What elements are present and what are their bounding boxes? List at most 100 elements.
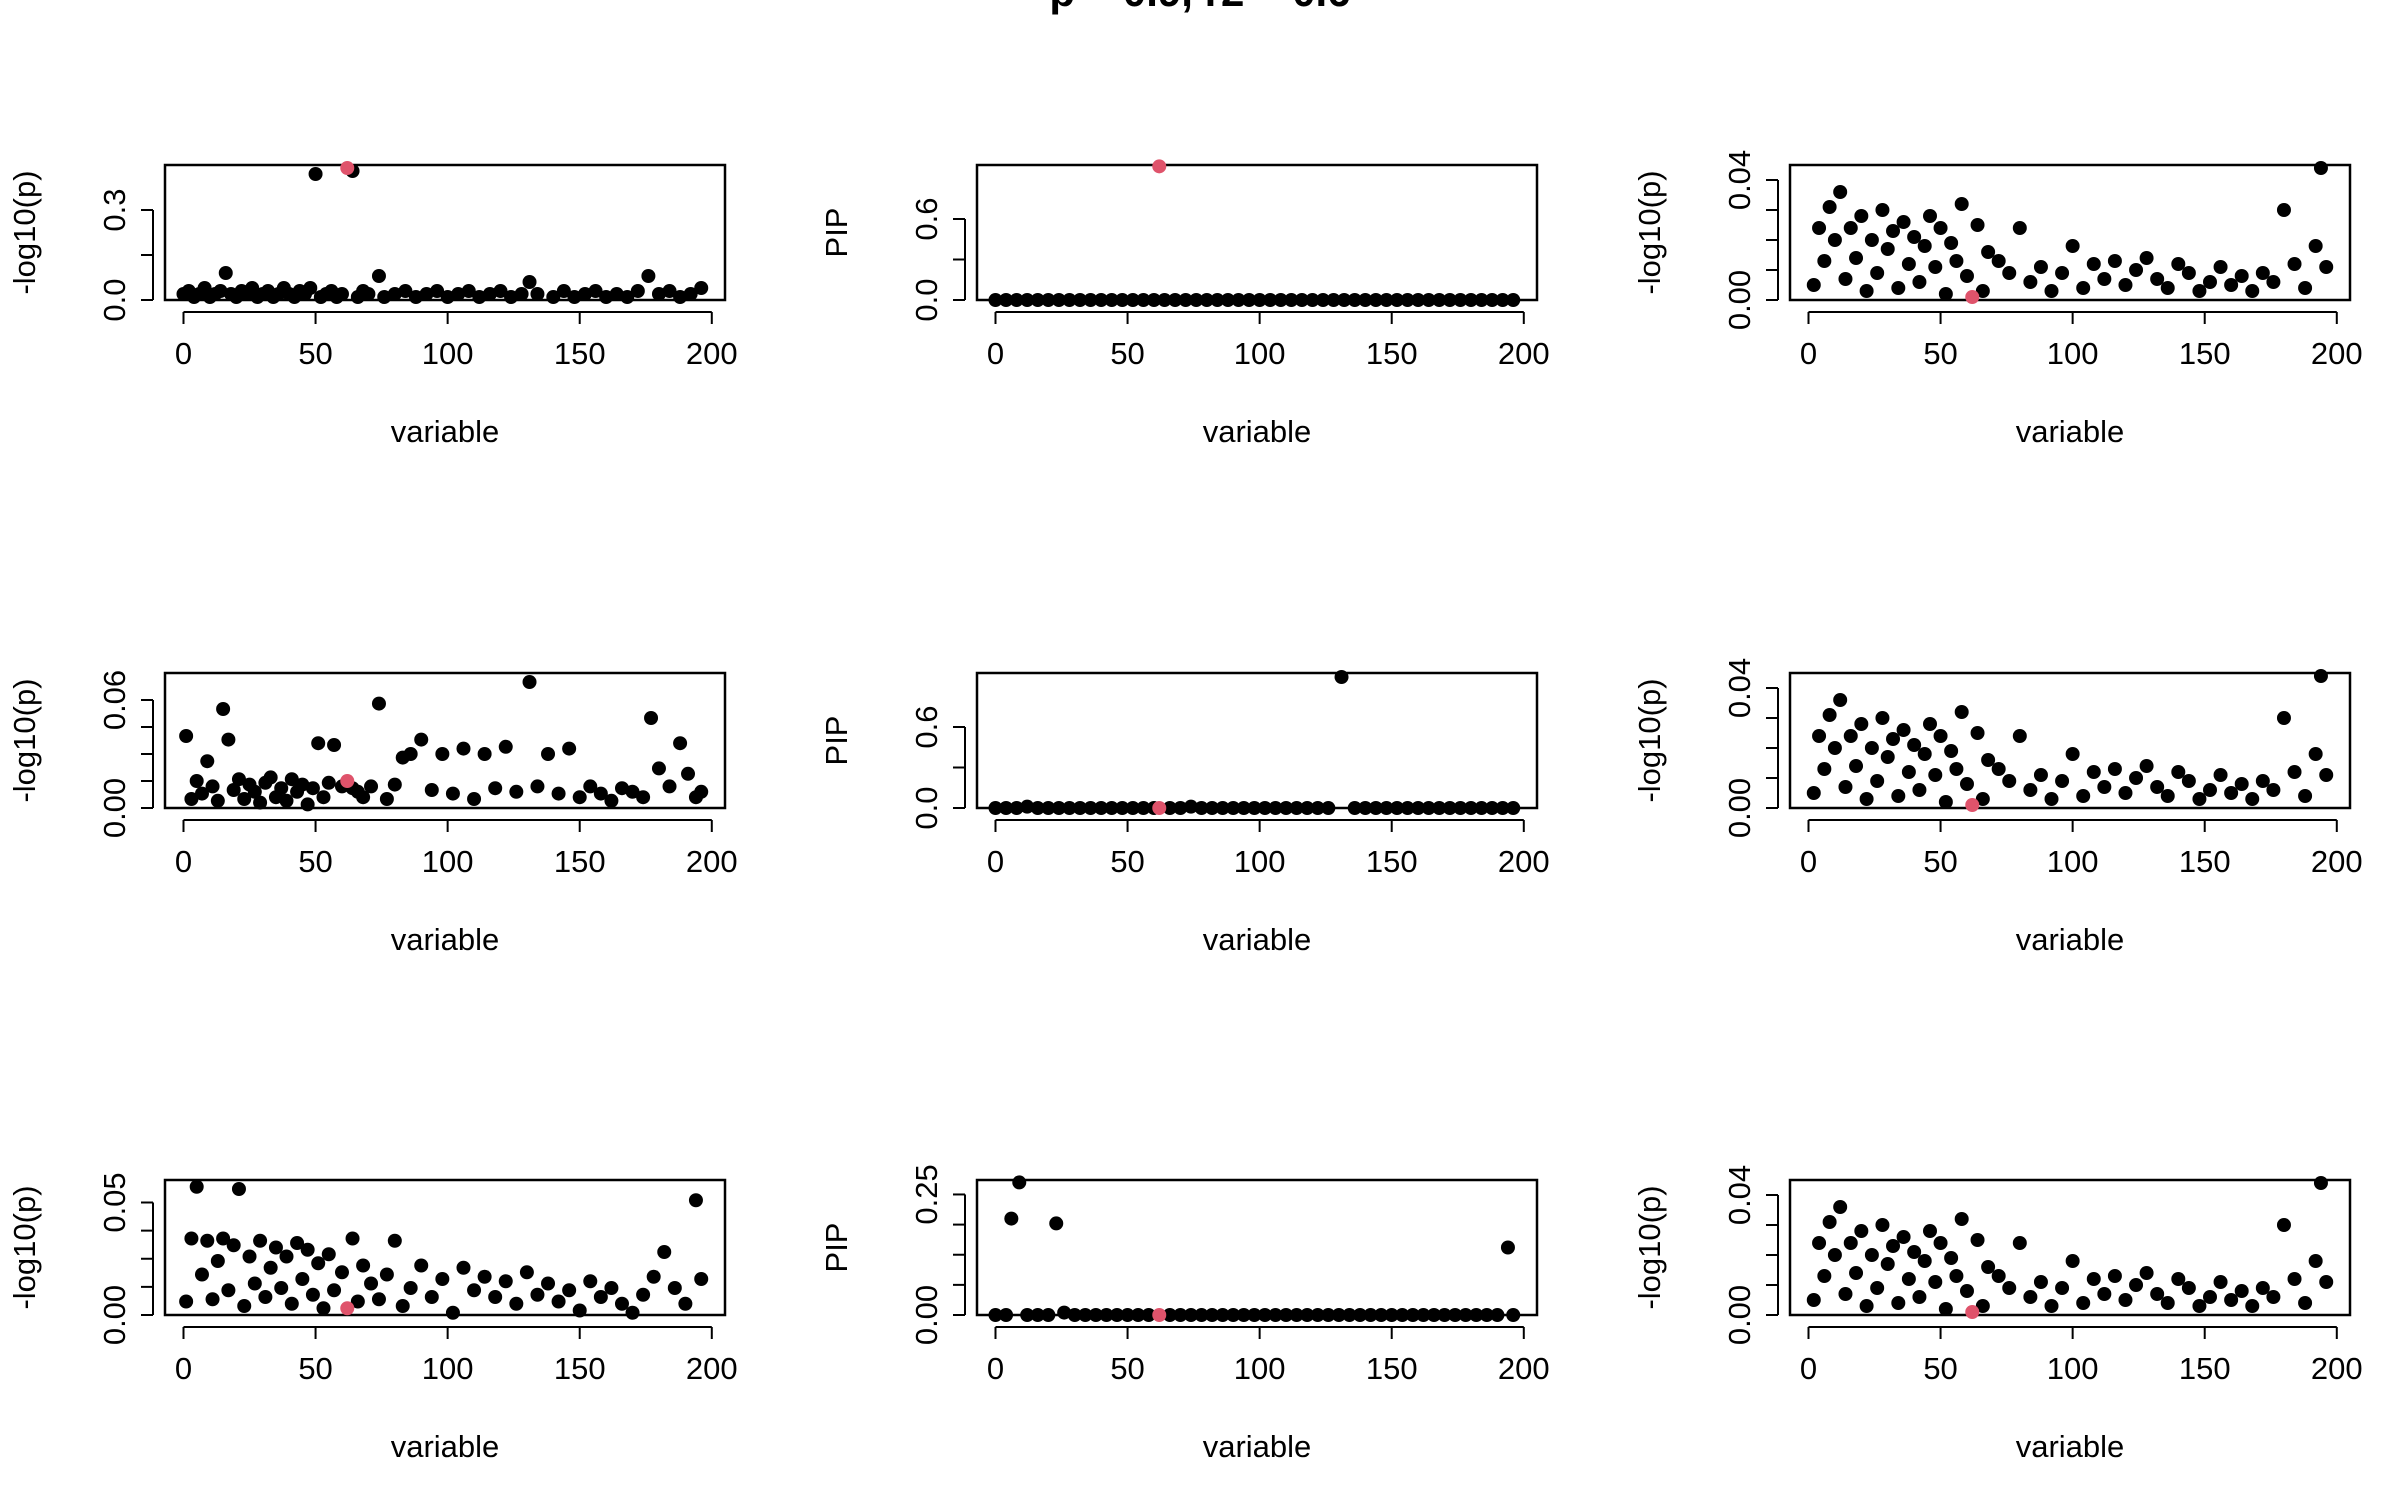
data-point	[2065, 239, 2080, 253]
data-point	[1321, 1308, 1336, 1322]
data-point	[1954, 197, 1969, 211]
data-point	[1912, 783, 1927, 797]
x-tick-label: 150	[2179, 1351, 2231, 1386]
panels-grid: 0 50 100 150 200 variable 0.0 0.3 -log10(p) 0 50 10…	[7, 150, 2363, 1464]
data-point	[1215, 1308, 1230, 1322]
data-point	[1949, 254, 1964, 268]
data-point	[237, 1299, 252, 1313]
panel-row1-col1: 0 50 100 150 200 variable 0.0 0.3 -log10(p)	[7, 161, 738, 449]
data-point	[1901, 1272, 1916, 1286]
data-point	[364, 1276, 379, 1291]
data-point	[1928, 260, 1943, 274]
data-point	[2160, 789, 2175, 803]
data-point	[216, 702, 231, 716]
data-point	[334, 287, 349, 301]
data-point	[1083, 293, 1098, 307]
data-point	[316, 1301, 331, 1316]
data-point	[2255, 266, 2270, 280]
data-point	[2044, 284, 2059, 298]
data-point	[1474, 801, 1489, 815]
data-point	[541, 747, 556, 761]
data-point	[1421, 801, 1436, 815]
data-point	[1485, 801, 1500, 815]
data-point	[2234, 777, 2249, 791]
data-point	[1104, 801, 1119, 815]
data-point	[1374, 1308, 1389, 1322]
data-point	[2266, 783, 2281, 797]
data-point	[514, 287, 529, 301]
data-point	[1880, 750, 1895, 764]
data-point	[694, 281, 709, 295]
data-point	[1938, 795, 1953, 809]
data-point	[662, 284, 677, 298]
panel-row3-col2: 0 50 100 150 200 variable 0.00 0.25 PIP	[819, 1164, 1550, 1464]
data-point	[620, 290, 635, 304]
data-point	[356, 1258, 371, 1273]
x-tick-label: 150	[1366, 844, 1418, 879]
x-tick-label: 100	[422, 844, 474, 879]
x-tick-label: 200	[2311, 1351, 2363, 1386]
data-point	[1183, 1308, 1198, 1322]
x-axis-label: variable	[391, 414, 500, 449]
data-point	[1827, 1248, 1842, 1262]
data-point	[1981, 1260, 1996, 1274]
data-point	[1923, 1224, 1937, 1238]
data-point	[1110, 1308, 1124, 1322]
x-axis-label: variable	[1203, 414, 1312, 449]
data-point	[644, 711, 659, 725]
data-point	[1827, 741, 1842, 755]
data-point	[2266, 275, 2281, 289]
data-point	[2002, 774, 2017, 788]
data-point	[379, 792, 394, 806]
data-point	[1907, 230, 1922, 244]
data-point	[482, 287, 497, 301]
data-point	[1854, 717, 1869, 731]
data-point	[356, 790, 371, 805]
plot-frame	[1788, 163, 2352, 302]
x-axis-label: variable	[1203, 1429, 1312, 1464]
data-point	[1030, 1308, 1045, 1322]
data-point	[1875, 711, 1890, 725]
data-point	[1421, 293, 1436, 307]
data-point	[614, 781, 629, 796]
data-point	[1289, 801, 1304, 815]
data-point	[667, 1281, 682, 1295]
data-point	[1453, 801, 1468, 815]
data-point	[1220, 293, 1235, 307]
data-point	[567, 290, 582, 304]
data-point	[1442, 293, 1457, 307]
data-point	[1384, 1308, 1399, 1322]
data-point	[625, 1305, 640, 1320]
data-point	[498, 739, 513, 754]
highlight-point	[1965, 1305, 1980, 1319]
data-point	[1812, 729, 1827, 743]
data-point	[1812, 1236, 1827, 1250]
data-point	[327, 1283, 342, 1298]
data-point	[284, 1296, 299, 1311]
plot-frame	[1788, 1178, 2352, 1317]
data-point	[1923, 209, 1937, 223]
data-point	[1901, 765, 1916, 779]
data-point	[1358, 293, 1373, 307]
data-point	[678, 1296, 693, 1311]
data-point	[2033, 260, 2048, 274]
x-tick-label: 100	[2047, 844, 2099, 879]
data-point	[1838, 780, 1853, 794]
data-point	[1347, 801, 1362, 815]
highlight-point	[340, 1301, 355, 1316]
data-point	[477, 1269, 492, 1284]
data-point	[2023, 783, 2038, 797]
y-tick-label: 0.00	[1722, 270, 1757, 330]
data-point	[194, 786, 209, 801]
x-tick-label: 0	[987, 336, 1004, 371]
data-point	[694, 1272, 709, 1286]
panel-row1-col3: 0 50 100 150 200 variable 0.00 0.04 -log10(p)	[1632, 150, 2363, 449]
data-point	[2171, 765, 2186, 779]
x-tick-label: 100	[1234, 336, 1286, 371]
data-point	[1917, 1254, 1932, 1268]
data-point	[2192, 284, 2207, 298]
data-point	[593, 786, 608, 801]
data-point	[1030, 801, 1045, 815]
data-point	[1115, 801, 1130, 815]
data-point	[688, 1193, 703, 1208]
